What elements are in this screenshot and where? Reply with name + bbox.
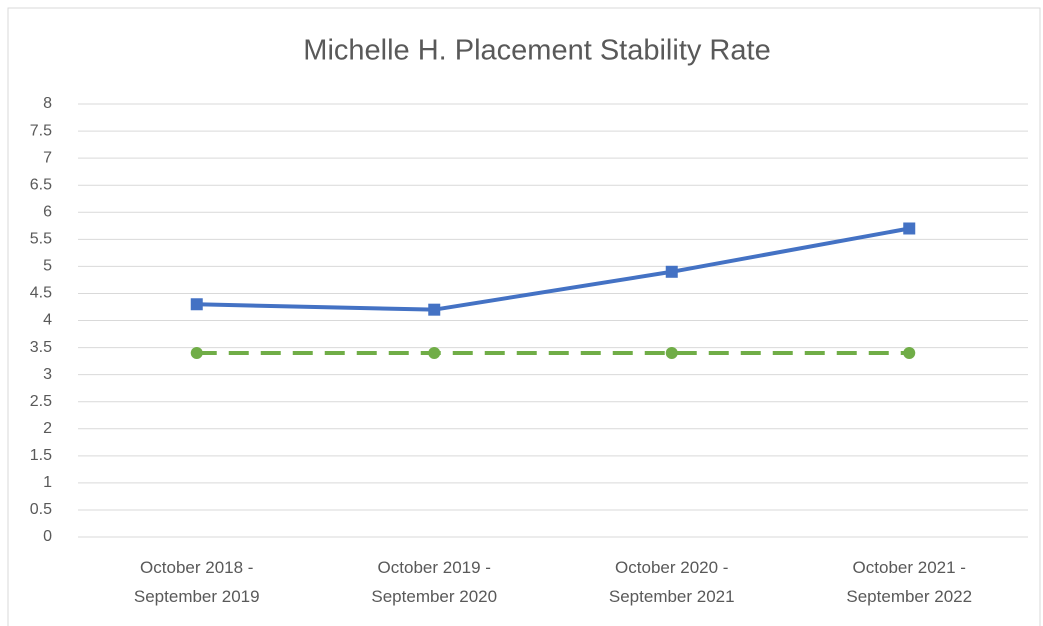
y-tick-label: 5.5: [30, 231, 52, 248]
series-line: [196, 226, 910, 312]
x-tick-label: October 2021 - September 2022: [846, 558, 973, 606]
marker: [190, 298, 203, 311]
marker: [428, 303, 441, 316]
chart-border: [7, 7, 1041, 626]
y-tick-label: 7.5: [30, 122, 52, 139]
marker: [903, 346, 916, 359]
y-tick-label: 2: [43, 420, 52, 437]
y-tick-label: 7: [43, 149, 52, 166]
marker: [665, 265, 678, 278]
y-tick-label: 6: [43, 203, 52, 220]
x-tick-label: October 2019 - September 2020: [371, 558, 498, 606]
marker: [903, 222, 916, 235]
y-tick-label: 1: [43, 474, 52, 491]
y-tick-label: 6.5: [30, 176, 52, 193]
y-tick-label: 5: [43, 258, 52, 275]
y-tick-label: 4.5: [30, 285, 52, 302]
x-tick-label: October 2020 - September 2021: [608, 558, 735, 606]
y-tick-label: 3: [43, 366, 52, 383]
y-tick-label: 0.5: [30, 501, 52, 518]
x-tick-label: October 2018 - September 2019: [133, 558, 260, 606]
y-tick-label: 1.5: [30, 447, 52, 464]
marker: [665, 346, 678, 359]
marker: [428, 346, 441, 359]
y-tick-label: 8: [43, 95, 52, 112]
y-tick-label: 0: [43, 528, 52, 545]
marker: [190, 346, 203, 359]
y-tick-label: 2.5: [30, 393, 52, 410]
chart-title: Michelle H. Placement Stability Rate: [303, 35, 770, 67]
y-tick-label: 4: [43, 312, 52, 329]
y-tick-label: 3.5: [30, 339, 52, 356]
